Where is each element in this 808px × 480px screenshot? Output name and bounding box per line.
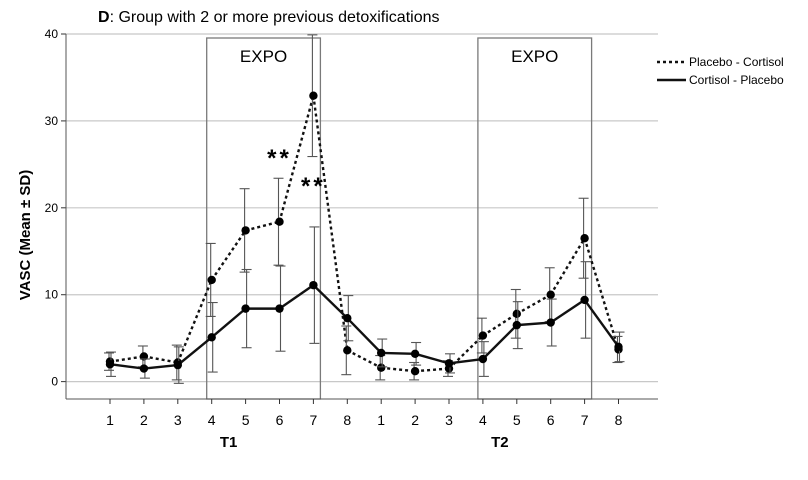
legend-label: Placebo - Cortisol: [689, 55, 784, 69]
x-tick-label: 8: [615, 412, 623, 428]
data-point: [614, 342, 623, 352]
x-tick-label: 3: [445, 412, 453, 428]
x-tick-label: 6: [547, 412, 555, 428]
data-point: [377, 348, 386, 358]
series-layer: [104, 34, 625, 384]
panel-letter: D: [98, 9, 110, 26]
data-point: [343, 346, 352, 355]
data-point: [173, 360, 182, 370]
series-line-placebo-cortisol: [176, 279, 213, 363]
data-point: [512, 309, 521, 319]
series-line-placebo-cortisol: [109, 355, 145, 363]
data-point: [512, 320, 521, 330]
expo-box: [206, 37, 322, 400]
data-point: [444, 359, 454, 368]
data-point: [546, 318, 555, 327]
series-line-cortisol-placebo: [550, 298, 586, 324]
legend-label: Cortisol - Placebo: [689, 73, 784, 87]
annotations: ** **: [267, 145, 326, 200]
x-tick-label: 2: [411, 412, 419, 428]
x-tick-label: 5: [513, 412, 521, 428]
data-point: [241, 226, 250, 235]
data-point: [377, 363, 386, 372]
expo-box: [477, 37, 593, 400]
expo-label: EXPO: [240, 47, 287, 66]
series-line-cortisol-placebo: [177, 336, 213, 367]
series-line-cortisol-placebo: [482, 324, 518, 360]
data-point: [410, 366, 420, 376]
x-tick-label: 1: [377, 412, 385, 428]
x-tick-label: 3: [174, 412, 182, 428]
y-tick-label: 40: [45, 27, 59, 41]
series-line-cortisol-placebo: [414, 352, 450, 365]
series-line-cortisol-placebo: [346, 317, 383, 354]
data-point: [580, 234, 589, 243]
series-line-cortisol-placebo: [312, 284, 349, 320]
series-line-placebo-cortisol: [583, 237, 620, 350]
series-line-placebo-cortisol: [415, 367, 450, 373]
series-line-cortisol-placebo: [381, 351, 416, 356]
data-point: [478, 354, 488, 364]
series-line-placebo-cortisol: [549, 237, 586, 296]
series-line-cortisol-placebo: [210, 307, 247, 339]
data-point: [105, 360, 115, 369]
series-line-placebo-cortisol: [516, 293, 552, 315]
series-line-placebo-cortisol: [278, 95, 315, 223]
chart-title: D: Group with 2 or more previous detoxif…: [98, 9, 440, 26]
series-line-cortisol-placebo: [448, 357, 484, 365]
data-point: [207, 333, 216, 342]
data-point: [580, 295, 589, 305]
data-point: [478, 331, 488, 340]
data-point: [139, 364, 149, 373]
y-tick-label: 10: [45, 288, 59, 302]
data-point: [546, 290, 555, 299]
x-tick-label: 4: [208, 412, 216, 428]
expo-label: EXPO: [511, 47, 558, 66]
group-label: T1: [220, 434, 238, 451]
series-line-placebo-cortisol: [312, 95, 349, 351]
group-label: T2: [491, 434, 509, 451]
data-point: [410, 349, 420, 359]
series-line-cortisol-placebo: [583, 299, 620, 348]
x-tick-label: 8: [343, 412, 351, 428]
data-point: [309, 91, 318, 100]
legend: Placebo - Cortisol Cortisol - Placebo: [657, 55, 784, 87]
series-line-placebo-cortisol: [210, 229, 247, 281]
y-axis-label: VASC (Mean ± SD): [17, 170, 34, 300]
data-point: [241, 304, 250, 313]
series-line-placebo-cortisol: [346, 349, 382, 369]
x-tick-label: 5: [242, 412, 250, 428]
data-point: [275, 304, 284, 313]
significance-marker: **: [267, 145, 292, 172]
significance-marker: **: [301, 173, 326, 200]
x-tick-label: 2: [140, 412, 148, 428]
series-line-cortisol-placebo: [516, 321, 551, 327]
series-line-placebo-cortisol: [482, 312, 518, 337]
data-point: [309, 280, 318, 290]
x-tick-label: 6: [276, 412, 284, 428]
x-tick-label: 4: [479, 412, 487, 428]
expo-boxes: EXPO EXPO: [206, 37, 593, 400]
axes: 0 10 20 30 40 1 2 3 4 5 6 7 8 1 2 3 4 5 6 7 8 T1 T2: [45, 27, 658, 451]
title-text: : Group with 2 or more previous detoxifi…: [110, 9, 440, 26]
data-point: [207, 275, 216, 285]
x-tick-label: 7: [310, 412, 318, 428]
series-line-cortisol-placebo: [109, 363, 145, 370]
data-point: [343, 313, 352, 323]
series-line-placebo-cortisol: [245, 220, 280, 232]
y-tick-label: 30: [45, 114, 59, 128]
series-line-placebo-cortisol: [381, 366, 416, 373]
gridlines: [66, 33, 658, 383]
data-point: [275, 217, 284, 226]
y-tick-label: 20: [45, 201, 59, 215]
series-line-cortisol-placebo: [278, 284, 315, 310]
x-tick-label: 7: [581, 412, 589, 428]
y-tick-label: 0: [51, 375, 58, 389]
x-tick-label: 1: [106, 412, 114, 428]
series-line-cortisol-placebo: [143, 363, 178, 370]
